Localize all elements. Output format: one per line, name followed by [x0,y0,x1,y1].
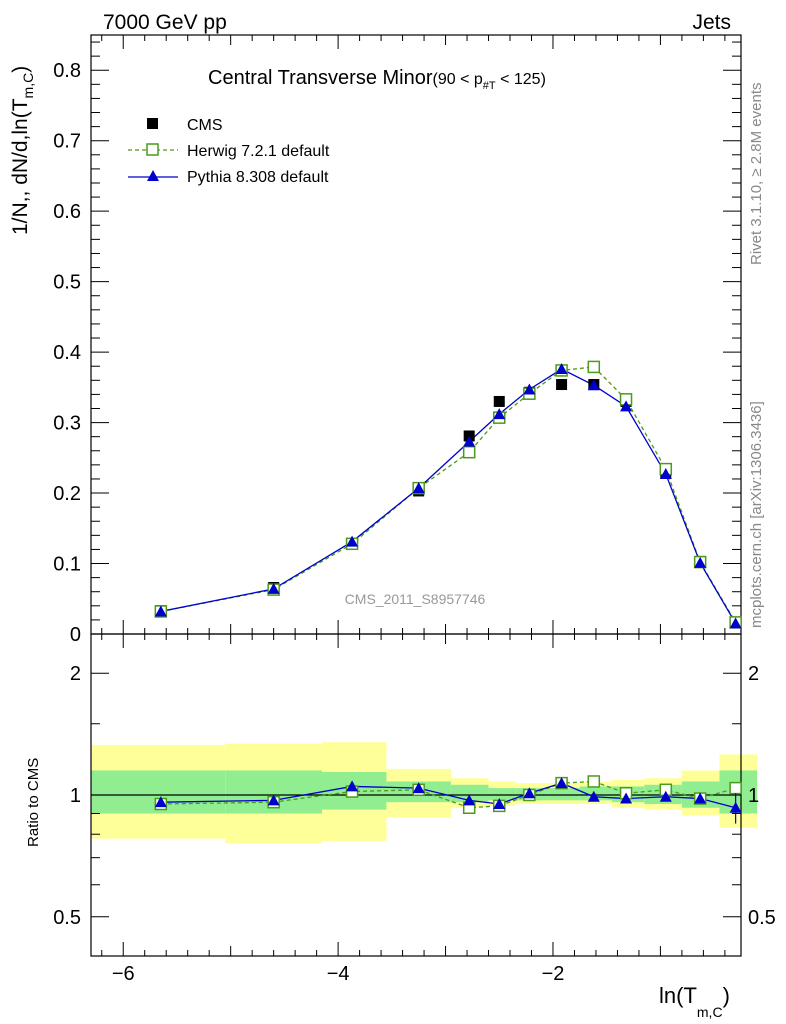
pythia-point [659,468,672,480]
main-series [154,360,742,629]
pythia-point [412,482,425,494]
chart-title-end: < 125) [496,71,546,88]
x-axis-label: ln(Tm,C) [659,983,730,1020]
y-axis-label-mid: ,, dN/d,ln(T [9,98,32,202]
energy-label: 7000 GeV pp [103,11,227,34]
pythia-point [493,408,506,420]
ratio-tick-label: 0.5 [53,907,81,929]
inner-band [547,788,580,801]
y-tick-label: 0.2 [53,483,81,505]
herwig-point [587,360,601,374]
herwig-ratio-point [729,781,742,795]
y-tick-label: 0.5 [53,272,81,294]
pythia-point [267,582,280,594]
ratio-axis-label: Ratio to CMS [25,758,42,847]
pythia-point [587,379,600,391]
pythia-ratio-point [346,780,359,792]
pythia-ratio-point [523,787,536,799]
ratio-tick-label-right: 2 [748,663,759,685]
y-tick-label: 0.3 [53,413,81,435]
pythia-ratio-point [620,792,633,804]
legend-cms-marker [147,118,158,129]
x-axis-label-main: ln(T [659,983,697,1008]
mcplots-label: mcplots.cern.ch [arXiv:1306.3436] [748,401,765,628]
cms-point [493,395,505,407]
ratio-tick-label: 1 [70,785,81,807]
x-axis-label-end: ) [723,983,730,1008]
pythia-point [729,617,742,629]
process-label: Jets [692,11,731,34]
pythia-ratio-point [154,796,167,808]
ratio-tick-label: 2 [70,663,81,685]
rivet-label: Rivet 3.1.10, ≥ 2.8M events [748,83,765,266]
herwig-line [160,366,737,623]
y-tick-label: 0.1 [53,554,81,576]
pythia-ratio-point [587,790,600,802]
chart-title-sub: #T [483,80,496,92]
y-axis-label-sub: m,C [20,73,36,99]
pythia-point [154,605,167,617]
legend-pythia-label: Pythia 8.308 default [187,169,329,186]
ratio-tick-label-right: 1 [748,785,759,807]
y-tick-label: 0.8 [53,60,81,82]
chart-title: Central Transverse Minor(90 < p#T < 125) [208,67,546,92]
legend-herwig-marker [146,143,159,156]
legend: CMS Herwig 7.2.1 default Pythia 8.308 de… [128,117,330,186]
ratio-series [154,775,742,824]
pythia-point [620,400,633,412]
pythia-ratio-point [729,801,742,813]
herwig-ratio-point [587,775,601,788]
chart-title-suffix: (90 < p [433,71,483,88]
pythia-line [160,368,737,624]
pythia-point [346,535,359,547]
herwig-point [462,445,476,459]
y-tick-label: 0 [70,624,81,646]
y-axis-label-main: 1/N [9,202,32,235]
pythia-point [523,383,536,395]
x-tick-label: −6 [112,963,135,985]
y-tick-label: 0.4 [53,342,81,364]
legend-cms-label: CMS [187,117,223,134]
y-tick-label: 0.6 [53,201,81,223]
pythia-ratio-point [493,798,506,810]
chart-title-main: Central Transverse Minor [208,67,433,89]
x-tick-label: −2 [542,963,565,985]
pythia-point [463,435,476,447]
cms-point [556,379,568,391]
axis-ticks: −6 −4 −2 0 0.1 0.2 0.3 0.4 0.5 0.6 0.7 0.8 0.5 0.5 1 1 2… [53,35,776,985]
pythia-point [694,556,707,568]
pythia-ratio-point [267,794,280,806]
x-tick-label: −4 [327,963,350,985]
pythia-ratio-point [555,777,568,789]
legend-herwig-label: Herwig 7.2.1 default [187,143,330,160]
inner-band [488,788,516,801]
analysis-watermark: CMS_2011_S8957746 [345,591,486,607]
pythia-ratio-point [412,782,425,794]
pythia-ratio-point [659,790,672,802]
ratio-tick-label-right: 0.5 [748,907,776,929]
pythia-ratio-point [694,792,707,804]
y-axis-label-end: ) [9,66,32,73]
legend-pythia-marker [147,170,159,181]
x-axis-label-sub: m,C [697,1004,723,1020]
y-tick-label: 0.7 [53,131,81,153]
y-axis-label: 1/N,, dN/d,ln(Tm,C) [9,66,36,235]
pythia-point [555,363,568,375]
pythia-ratio-point [463,794,476,806]
